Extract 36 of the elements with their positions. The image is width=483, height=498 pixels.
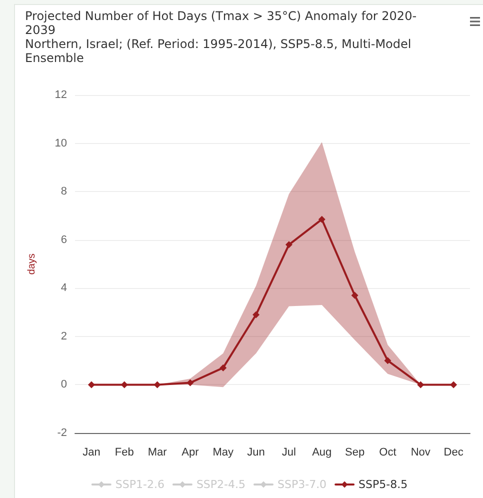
x-tick-label: Aug: [312, 446, 332, 458]
point: [186, 379, 194, 386]
point: [318, 216, 326, 223]
y-tick-label: 10: [54, 137, 67, 150]
point: [120, 381, 128, 388]
x-tick-label: Dec: [444, 446, 464, 458]
x-tick-label: Apr: [182, 446, 200, 458]
x-tick-label: Jun: [247, 446, 265, 458]
x-tick-label: Jul: [282, 446, 296, 458]
point: [220, 364, 227, 372]
y-tick-label: 0: [60, 378, 67, 391]
x-tick-label: Jan: [82, 446, 100, 458]
x-tick-label: Sep: [345, 446, 365, 458]
point: [384, 357, 392, 364]
point: [285, 241, 292, 248]
y-tick-label: 12: [54, 89, 67, 101]
point: [88, 381, 95, 388]
x-tick-label: Mar: [148, 446, 168, 458]
y-tick-label: 8: [60, 186, 67, 198]
y-tick-label: 4: [60, 282, 67, 294]
point: [450, 381, 458, 388]
x-tick-label: May: [212, 446, 234, 458]
y-tick-label: -2: [57, 427, 67, 439]
point: [252, 311, 260, 318]
y-tick-label: 6: [60, 234, 67, 246]
point: [351, 292, 358, 299]
y-tick-label: 2: [60, 330, 67, 342]
point: [417, 381, 424, 388]
x-tick-label: Feb: [114, 446, 134, 458]
y-axis-title: days: [26, 253, 38, 275]
x-tick-label: Nov: [410, 446, 431, 458]
point: [154, 381, 161, 388]
x-tick-label: Oct: [379, 446, 396, 458]
chart-subtitle: Northern, Israel; (Ref. Period: 1995-2014), SSP5-8.5, Multi-Model Ensemble: [25, 37, 412, 65]
legend-label: SSP5-8.5: [358, 478, 408, 491]
chart-title: Projected Number of Hot Days (Tmax > 35°C) Anomaly for 2020-2039: [25, 9, 418, 37]
